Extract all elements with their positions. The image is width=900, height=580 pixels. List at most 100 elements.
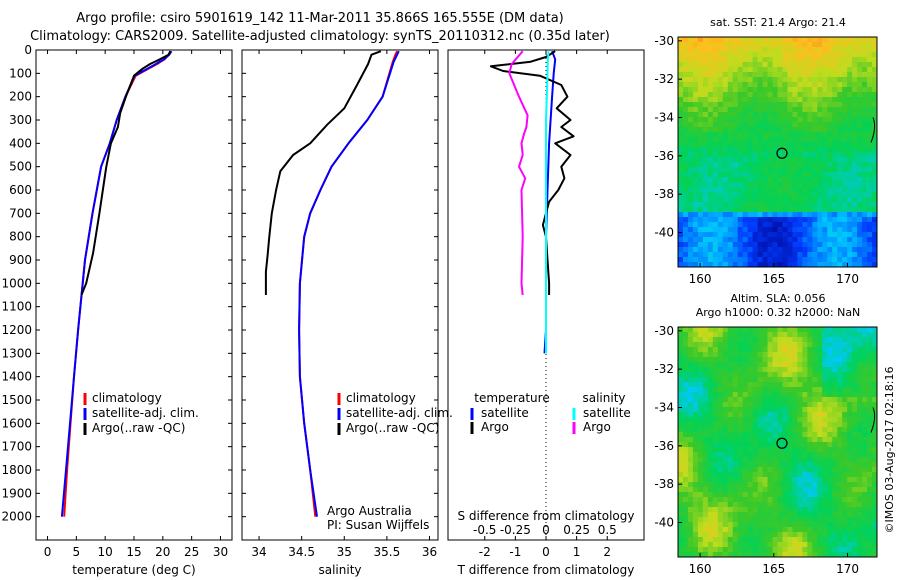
map-cell (712, 152, 719, 158)
map-cell (762, 262, 768, 267)
map-cell (822, 127, 828, 133)
map-cell (847, 377, 853, 383)
map-cell (872, 367, 877, 373)
map-cell (727, 477, 734, 483)
map-cell (797, 482, 803, 488)
map-cell (762, 357, 768, 363)
map-cell (727, 482, 734, 488)
map-cell (807, 442, 813, 448)
map-cell (757, 197, 763, 203)
map-cell (757, 262, 763, 267)
map-cell (682, 517, 689, 523)
map-cell (777, 152, 783, 158)
map-cell (762, 212, 768, 218)
map-cell (702, 507, 709, 513)
map-cell (782, 52, 788, 58)
map-cell (722, 262, 729, 267)
map-cell (678, 72, 684, 78)
map-cell (742, 137, 749, 143)
map-cell (727, 242, 734, 248)
map-cell (697, 207, 704, 213)
map-cell (872, 492, 877, 498)
map-cell (697, 217, 704, 223)
map-cell (678, 407, 684, 413)
map-cell (822, 242, 828, 248)
map-cell (712, 547, 719, 553)
map-cell (827, 472, 833, 478)
map-cell (802, 522, 808, 528)
map-cell (817, 137, 823, 143)
map-cell (867, 542, 873, 548)
map-cell (767, 162, 773, 168)
map-cell (747, 357, 754, 363)
map-cell (678, 542, 684, 548)
map-cell (832, 372, 838, 378)
map-cell (772, 367, 778, 373)
map-cell (792, 47, 798, 53)
map-cell (852, 452, 858, 458)
map-cell (717, 347, 724, 353)
map-cell (802, 62, 808, 68)
map-cell (687, 157, 694, 163)
map-cell (822, 537, 828, 543)
map-cell (807, 57, 813, 63)
map-cell (722, 202, 729, 208)
map-cell (727, 222, 734, 228)
map-cell (872, 47, 877, 53)
map-cell (792, 112, 798, 118)
map-cell (732, 542, 739, 548)
map-cell (737, 422, 744, 428)
map-cell (787, 457, 793, 463)
map-cell (812, 262, 818, 267)
map-cell (757, 132, 763, 138)
map-cell (697, 542, 704, 548)
map-cell (702, 202, 709, 208)
map-cell (772, 67, 778, 73)
map-cell (852, 197, 858, 203)
map-cell (707, 252, 714, 258)
map-cell (822, 377, 828, 383)
map-cell (752, 497, 759, 503)
map-cell (872, 487, 877, 493)
map-cell (847, 412, 853, 418)
map-cell (727, 497, 734, 503)
map-cell (832, 72, 838, 78)
map-cell (762, 82, 768, 88)
map-cell (872, 152, 877, 158)
map-cell (732, 342, 739, 348)
map-cell (787, 342, 793, 348)
map-y-tick-label: -30 (654, 34, 674, 48)
map-cell (757, 167, 763, 173)
map-cell (872, 217, 877, 223)
map-cell (867, 437, 873, 443)
map-cell (867, 172, 873, 178)
map-cell (772, 392, 778, 398)
map-cell (707, 257, 714, 263)
map-cell (707, 472, 714, 478)
map-cell (682, 462, 689, 468)
map-cell (862, 152, 868, 158)
map-cell (762, 142, 768, 148)
map-cell (817, 202, 823, 208)
map-cell (762, 482, 768, 488)
map-cell (717, 497, 724, 503)
map-cell (727, 177, 734, 183)
map-cell (812, 502, 818, 508)
map-cell (817, 357, 823, 363)
map-cell (757, 532, 763, 538)
map-cell (787, 347, 793, 353)
map-cell (742, 332, 749, 338)
map-cell (682, 412, 689, 418)
map-cell (832, 197, 838, 203)
map-cell (742, 487, 749, 493)
map-cell (842, 157, 848, 163)
map-cell (692, 262, 699, 267)
chart-title-line1: Argo profile: csiro 5901619_142 11-Mar-2… (76, 11, 564, 26)
map-cell (802, 132, 808, 138)
map-cell (837, 112, 843, 118)
map-cell (812, 77, 818, 83)
map-cell (837, 207, 843, 213)
map-cell (678, 472, 684, 478)
x-axis-label: T difference from climatology (457, 563, 635, 577)
map-cell (867, 547, 873, 553)
